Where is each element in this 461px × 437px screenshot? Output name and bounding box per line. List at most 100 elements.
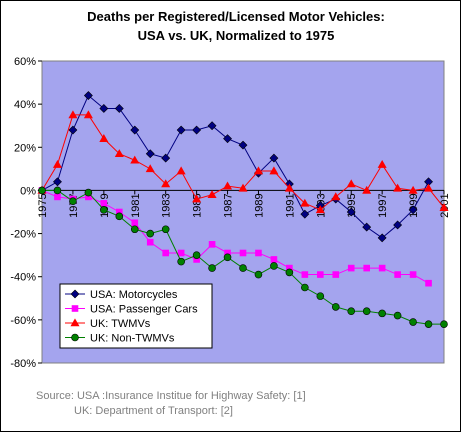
marker	[362, 307, 371, 316]
marker	[208, 241, 216, 248]
marker	[130, 155, 140, 164]
marker	[346, 179, 356, 188]
y-tick-label: 0%	[20, 185, 36, 197]
marker	[284, 183, 294, 192]
marker	[394, 271, 401, 278]
marker	[99, 104, 109, 113]
marker	[161, 179, 171, 188]
marker	[114, 104, 124, 113]
legend-label: USA: Passenger Cars	[90, 304, 198, 316]
marker	[83, 110, 93, 119]
legend-box	[59, 283, 213, 349]
marker	[253, 166, 263, 175]
marker	[269, 153, 279, 163]
source-note: UK: Department of Transport: [2]	[74, 405, 233, 417]
marker	[255, 249, 262, 257]
marker	[363, 264, 370, 272]
legend-label: UK: TWMVs	[90, 318, 151, 330]
legend-marker	[71, 305, 79, 312]
marker	[317, 271, 324, 278]
marker	[377, 159, 387, 168]
marker	[207, 121, 217, 131]
marker	[301, 283, 309, 292]
marker	[439, 203, 449, 211]
marker	[223, 253, 232, 262]
marker	[54, 193, 61, 201]
legend-label: UK: Non-TWMVs	[90, 333, 175, 345]
marker	[332, 271, 340, 278]
marker	[409, 271, 417, 278]
legend-marker	[71, 333, 79, 342]
marker	[347, 307, 356, 316]
marker	[331, 303, 340, 311]
marker	[208, 264, 216, 272]
x-tick-label: 1983	[161, 193, 173, 217]
marker	[393, 220, 403, 230]
x-tick-label: 1989	[253, 193, 265, 217]
marker	[347, 264, 355, 272]
marker	[146, 238, 154, 246]
marker	[316, 292, 325, 300]
marker	[425, 279, 432, 287]
marker	[270, 262, 278, 270]
marker	[223, 134, 232, 144]
marker	[100, 200, 108, 207]
marker	[130, 125, 140, 135]
marker	[145, 164, 155, 173]
marker	[362, 185, 372, 194]
marker	[177, 249, 185, 257]
marker	[238, 140, 248, 150]
marker	[130, 225, 139, 234]
marker	[223, 181, 233, 190]
marker	[177, 257, 185, 266]
marker	[68, 110, 78, 119]
chart-title: Deaths per Registered/Licensed Motor Veh…	[87, 9, 385, 24]
marker	[83, 91, 93, 100]
marker	[300, 209, 310, 219]
marker	[161, 153, 171, 163]
marker	[68, 125, 78, 135]
marker	[269, 166, 279, 175]
marker	[69, 197, 77, 206]
chart-title: USA vs. UK, Normalized to 1975	[138, 28, 335, 43]
marker	[377, 233, 387, 243]
legend-label: USA: Motorcycles	[90, 289, 178, 301]
x-tick-label: 1975	[37, 193, 49, 217]
marker	[378, 264, 386, 272]
marker	[192, 194, 202, 203]
x-tick-label: 1987	[223, 193, 235, 217]
y-tick-label: -40%	[10, 272, 36, 284]
marker	[424, 320, 433, 328]
y-tick-label: -20%	[10, 229, 36, 241]
marker	[285, 268, 294, 277]
marker	[145, 149, 155, 159]
marker	[331, 192, 341, 201]
source-note: Source: USA :Insurance Institue for High…	[36, 390, 306, 402]
x-tick-label: 1997	[377, 193, 389, 217]
marker	[146, 229, 155, 238]
marker	[300, 198, 310, 207]
marker	[53, 186, 62, 195]
marker	[84, 188, 93, 197]
marker	[162, 249, 169, 257]
marker	[131, 219, 139, 227]
marker	[239, 249, 247, 257]
marker	[301, 271, 309, 278]
legend-marker	[70, 318, 80, 327]
marker	[393, 311, 402, 320]
legend-marker	[70, 289, 80, 299]
marker	[346, 207, 356, 217]
marker	[238, 183, 248, 192]
x-tick-label: 1981	[130, 193, 142, 217]
marker	[408, 185, 418, 194]
marker	[38, 186, 46, 195]
marker	[362, 222, 372, 232]
marker	[393, 183, 403, 192]
y-tick-label: 60%	[14, 56, 36, 68]
marker	[192, 125, 202, 135]
y-tick-label: 40%	[14, 99, 36, 111]
marker	[53, 177, 62, 187]
marker	[115, 212, 124, 221]
marker	[315, 205, 325, 214]
